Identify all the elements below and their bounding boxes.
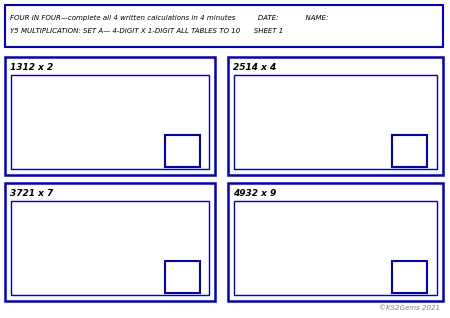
- Bar: [392, 135, 428, 167]
- Text: 1312 x 2: 1312 x 2: [10, 63, 53, 72]
- Bar: [234, 75, 437, 169]
- Bar: [392, 261, 428, 293]
- Text: Y5 MULTIPLICATION: SET A— 4-DIGIT X 1-DIGIT ALL TABLES TO 10      SHEET 1: Y5 MULTIPLICATION: SET A— 4-DIGIT X 1-DI…: [10, 28, 283, 34]
- Text: ©KS2Gems 2021: ©KS2Gems 2021: [379, 305, 440, 311]
- Text: 2514 x 4: 2514 x 4: [233, 63, 276, 72]
- Bar: [165, 135, 200, 167]
- Text: 3721 x 7: 3721 x 7: [10, 189, 53, 197]
- Bar: [228, 57, 443, 175]
- Text: 4932 x 9: 4932 x 9: [233, 189, 276, 197]
- Bar: [11, 201, 209, 295]
- Bar: [5, 57, 215, 175]
- Bar: [228, 183, 443, 301]
- Text: FOUR IN FOUR—complete all 4 written calculations in 4 minutes          DATE:    : FOUR IN FOUR—complete all 4 written calc…: [10, 15, 328, 21]
- Bar: [165, 261, 200, 293]
- Bar: [5, 183, 215, 301]
- Bar: [234, 201, 437, 295]
- Bar: [5, 5, 443, 47]
- Bar: [11, 75, 209, 169]
